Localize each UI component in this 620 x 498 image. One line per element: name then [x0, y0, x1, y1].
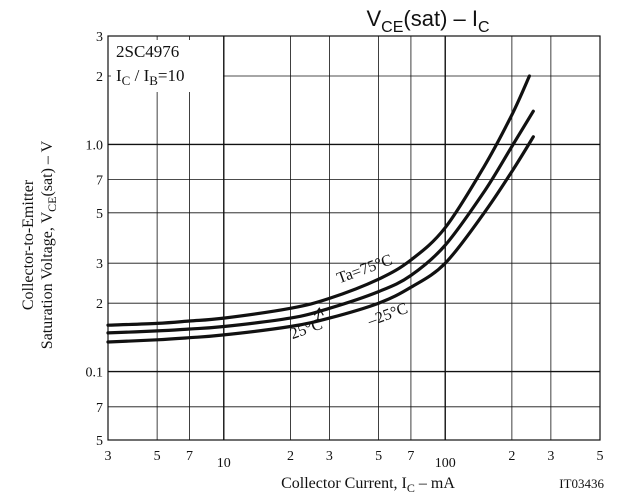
- chart-title: VCE(sat) – IC: [366, 6, 489, 36]
- x-tick-label: 5: [597, 449, 604, 464]
- part-number-label: 2SC4976: [116, 42, 179, 61]
- y-axis-label: Collector-to-Emitter: [20, 179, 37, 310]
- label-25c: 25°C: [288, 316, 325, 343]
- x-tick-label: 7: [407, 449, 414, 464]
- y-tick-label: 5: [96, 434, 103, 449]
- y-tick-label: 2: [96, 70, 103, 85]
- x-tick-label: 7: [186, 449, 193, 464]
- x-tick-label: 5: [375, 449, 382, 464]
- y-axis-label-2: Saturation Voltage, VCE(sat) – V: [39, 140, 59, 349]
- annotation-box: [111, 40, 223, 92]
- x-tick-label: 3: [326, 449, 333, 464]
- y-axis-label-line1: Collector-to-Emitter: [20, 179, 37, 310]
- x-tick-label: 5: [154, 449, 161, 464]
- curve-minus-25c: [106, 135, 535, 344]
- grid: [107, 35, 601, 441]
- x-tick-label: 2: [508, 449, 515, 464]
- y-tick-label: 5: [96, 207, 103, 222]
- x-tick-label: 100: [435, 456, 456, 471]
- x-tick-label: 3: [547, 449, 554, 464]
- x-tick-label: 2: [287, 449, 294, 464]
- y-tick-label: 2: [96, 297, 103, 312]
- y-tick-label: 0.1: [86, 366, 104, 381]
- plot-frame: [107, 35, 601, 441]
- y-tick-label: 1.0: [86, 138, 104, 153]
- curve-ta-75c: [106, 74, 531, 327]
- label-25c-arrow: [313, 307, 324, 323]
- condition-label: IC / IB=10: [116, 66, 185, 88]
- curves: [106, 74, 535, 344]
- figure-code: IT03436: [559, 476, 604, 491]
- x-tick-label: 10: [217, 456, 231, 471]
- label-ta-75c: Ta=75°C: [335, 251, 395, 287]
- y-axis-label-line2: Saturation Voltage, VCE(sat) – V: [39, 140, 59, 349]
- x-tick-label: 3: [105, 449, 112, 464]
- y-tick-label: 7: [96, 401, 103, 416]
- y-tick-label: 7: [96, 174, 103, 189]
- y-tick-label: 3: [96, 257, 103, 272]
- curve-25c: [106, 109, 535, 335]
- y-tick-label: 3: [96, 30, 103, 45]
- x-axis-label: Collector Current, IC – mA: [281, 475, 455, 495]
